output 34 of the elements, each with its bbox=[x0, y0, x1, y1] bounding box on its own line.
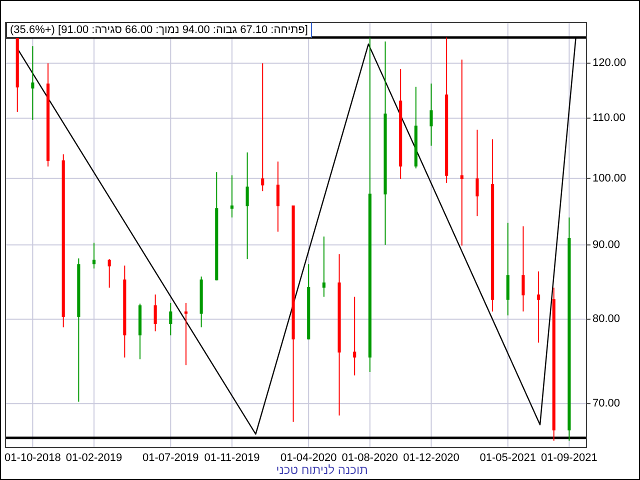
y-tick-label: 120.00 bbox=[592, 57, 626, 70]
candlestick bbox=[154, 294, 157, 332]
x-tick-label: 01-09-2021 bbox=[541, 452, 598, 464]
candlestick bbox=[31, 46, 34, 120]
candlestick bbox=[522, 226, 525, 312]
text: תוכנה לניתוח טכני bbox=[275, 463, 369, 477]
y-tick-label: 70.00 bbox=[592, 398, 620, 410]
candlestick bbox=[476, 129, 479, 217]
candlestick bbox=[92, 242, 96, 270]
x-tick-label: 01-04-2020 bbox=[280, 452, 337, 464]
candlestick bbox=[353, 296, 356, 376]
y-tick-label: 90.00 bbox=[592, 238, 620, 251]
candlestick bbox=[230, 174, 234, 218]
x-tick-label: 01-02-2019 bbox=[66, 452, 122, 464]
x-tick-label: 01-07-2019 bbox=[142, 452, 199, 464]
candlestick bbox=[184, 302, 188, 366]
candlestick bbox=[108, 258, 111, 288]
candlestick bbox=[261, 62, 264, 192]
y-tick-label: 100.00 bbox=[592, 172, 626, 184]
x-tick-label: 01-08-2020 bbox=[342, 452, 398, 464]
candlestick bbox=[276, 161, 280, 232]
candlestick bbox=[537, 270, 540, 344]
x-tick-label: 01-05-2021 bbox=[480, 452, 536, 464]
candlestick bbox=[430, 83, 433, 146]
x-tick-label: 01-12-2020 bbox=[403, 452, 460, 464]
candlestick bbox=[460, 59, 464, 246]
y-tick-label: 110.00 bbox=[592, 112, 626, 124]
chart-subtitle: [פתיחה: 67.10 גבוה: 94.00 נמוך: 66.00 סגירה: 91.00] (+35.6%) bbox=[6, 22, 312, 38]
x-tick-label: 01-10-2018 bbox=[4, 452, 61, 464]
candlestick bbox=[322, 236, 326, 298]
y-tick-label: 80.00 bbox=[592, 313, 620, 326]
candlestick bbox=[246, 152, 249, 260]
x-tick-label: 01-11-2019 bbox=[204, 452, 260, 464]
candlestick bbox=[169, 302, 172, 336]
